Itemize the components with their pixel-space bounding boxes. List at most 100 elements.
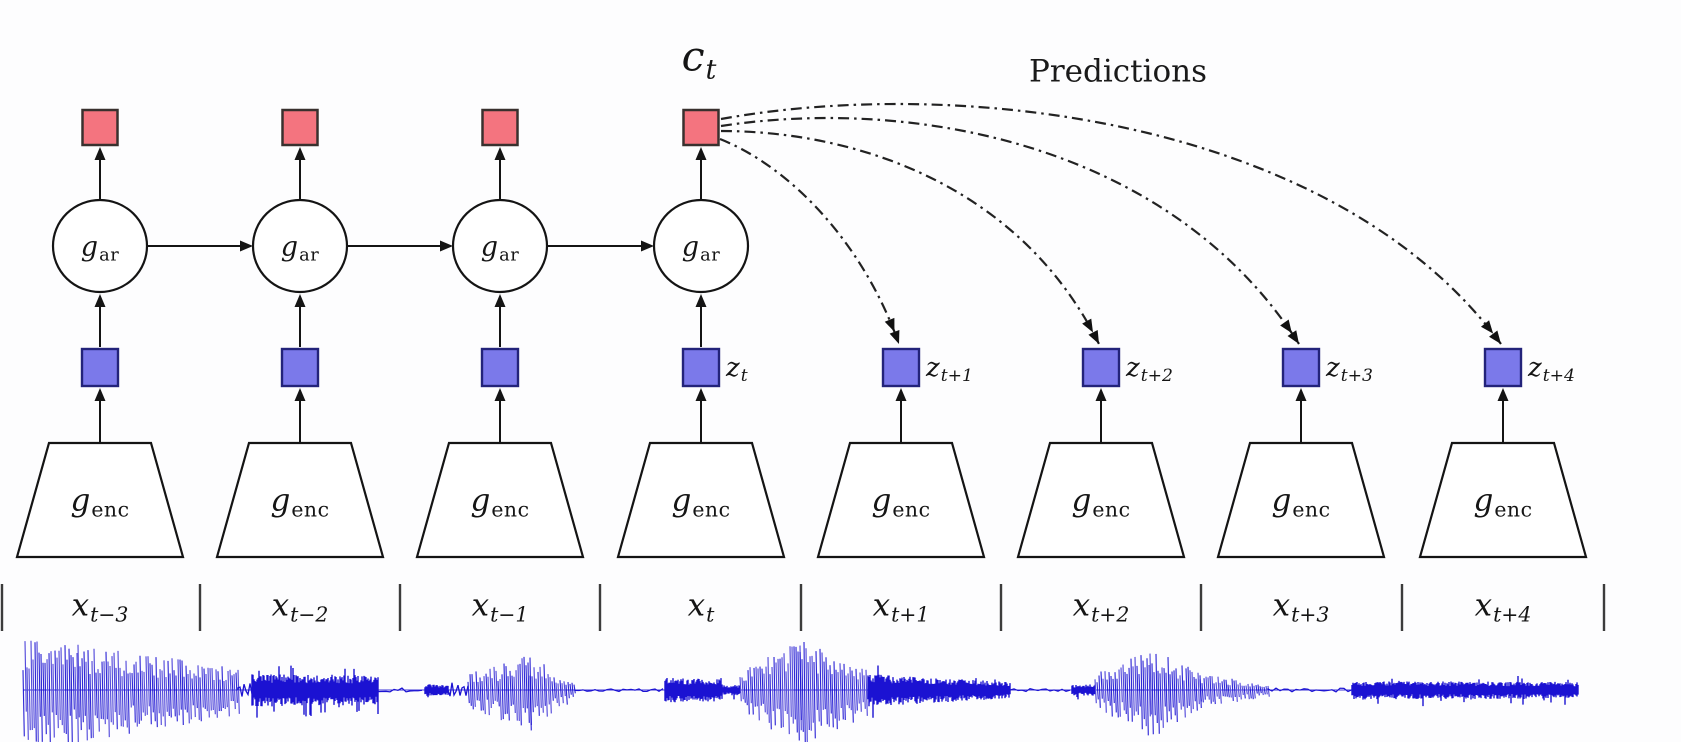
ar-label: gar [480, 231, 519, 265]
segment-label-base: x [872, 587, 891, 624]
context-node [81, 108, 119, 147]
latent-label-sub: t+3 [1340, 366, 1373, 387]
arrow-head [294, 294, 306, 307]
waveform-flat [1267, 687, 1353, 693]
encoder-label-sub: enc [291, 497, 330, 522]
latent-label-base: z [1126, 353, 1140, 383]
segment-label-base: x [71, 587, 90, 624]
waveform-periodic-burst [1149, 653, 1200, 728]
prediction-arrow-head [884, 317, 895, 332]
latent-node [80, 347, 120, 388]
waveform-flat [1009, 688, 1071, 693]
ar-label: gar [281, 234, 319, 265]
ar-label-base: g [681, 231, 700, 263]
latent-node [280, 347, 320, 388]
context-label-base: c [681, 32, 705, 81]
ar-label-sub: ar [499, 244, 520, 266]
segment-label-base: x [1072, 587, 1091, 624]
latent-node [881, 347, 921, 388]
segment-label: xt−2 [272, 590, 329, 625]
arrow-head [94, 388, 106, 401]
context-node [682, 108, 720, 147]
prediction-arrow-head [1489, 330, 1501, 344]
latent-label: zt+3 [1326, 353, 1373, 385]
segment-label-base: x [1474, 587, 1493, 624]
ar-label-sub: ar [299, 244, 320, 266]
waveform-periodic-burst [24, 640, 79, 742]
encoder-label-sub: enc [692, 497, 731, 522]
arrow-head [695, 388, 707, 401]
waveform-periodic-burst [1151, 653, 1202, 735]
arrow-head [895, 388, 907, 401]
prediction-arrow-head [889, 330, 900, 344]
segment-label: xt+2 [1072, 587, 1130, 625]
arrow-head [641, 240, 654, 252]
encoder-label-base: g [270, 482, 291, 519]
latent-node [1081, 347, 1121, 388]
encoder-label: genc [671, 485, 730, 520]
encoder-label-base: g [470, 482, 491, 519]
waveform-periodic-burst [805, 648, 870, 742]
encoder-label: genc [270, 482, 329, 520]
ar-label: gar [681, 231, 720, 265]
arrow-head [440, 240, 453, 252]
context-label-sub: t [705, 54, 717, 86]
segment-label-sub: t [706, 602, 715, 627]
waveform-periodic-burst [739, 645, 802, 735]
latent-label-sub: t [740, 366, 748, 387]
arrow-head [494, 147, 506, 160]
waveform-noise-band [1071, 684, 1096, 700]
segment-label-base: x [1272, 587, 1291, 624]
waveform-periodic-burst [1205, 676, 1270, 704]
encoder-node [616, 441, 786, 559]
encoder-label-sub: enc [1292, 497, 1331, 522]
ar-label-base: g [80, 231, 99, 263]
latent-label-base: z [926, 353, 940, 383]
arrow-head [494, 294, 506, 307]
segment-label-base: x [687, 587, 706, 624]
prediction-arrow-head [1280, 319, 1292, 334]
segment-label: xt+4 [1474, 587, 1532, 625]
context-node [281, 108, 319, 147]
latent-node [1281, 347, 1321, 388]
arrow-head [294, 388, 306, 401]
waveform-periodic-burst [79, 650, 238, 739]
encoder-node [1216, 441, 1386, 559]
arrow-head [1497, 388, 1509, 401]
ar-label-sub: ar [99, 244, 120, 266]
waveform-noise-band [424, 684, 449, 698]
prediction-arrow-head [1480, 320, 1494, 334]
waveform-noise-band [867, 665, 1011, 718]
prediction-arrow-head [1287, 330, 1299, 344]
latent-label: zt [726, 355, 748, 385]
waveform-noise-band [1351, 675, 1579, 707]
prediction-arrow-head [1088, 330, 1099, 344]
prediction-arc [719, 137, 901, 345]
latent-node [681, 347, 721, 388]
encoder-label-sub: enc [892, 497, 931, 522]
waveform-wiggle [237, 683, 253, 697]
latent-label-base: z [1528, 353, 1542, 383]
segment-label: xt−3 [71, 587, 129, 625]
encoder-node [816, 441, 986, 559]
latent-label-sub: t+1 [940, 366, 973, 387]
waveform-periodic-burst [467, 656, 532, 726]
encoder-label-sub: enc [1092, 497, 1131, 522]
latent-label: zt+4 [1528, 353, 1575, 385]
encoder-node [215, 441, 385, 559]
arrow-head [1295, 388, 1307, 401]
ar-label-base: g [480, 231, 499, 263]
segment-label-sub: t−3 [90, 602, 129, 627]
latent-label: zt+1 [926, 353, 973, 385]
segment-label: xt+3 [1272, 587, 1330, 625]
segment-label: xt−1 [472, 590, 529, 625]
latent-label-base: z [1326, 353, 1340, 383]
predictions-label: Predictions [1028, 53, 1208, 90]
waveform-periodic-burst [1094, 656, 1151, 727]
context-node [481, 108, 519, 147]
arrow-head [94, 147, 106, 160]
waveform-periodic-burst [799, 641, 858, 742]
latent-node [480, 347, 520, 388]
